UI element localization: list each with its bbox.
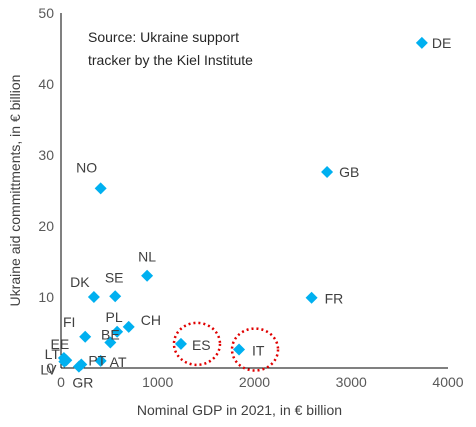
point-de — [415, 36, 428, 49]
highlight-circles — [172, 321, 280, 372]
point-lv — [58, 355, 71, 368]
point-be — [104, 336, 117, 349]
source-note-line-1: Source: Ukraine support — [88, 29, 239, 45]
y-tick-label: 10 — [38, 289, 54, 305]
x-tick-labels: 0 1000 2000 3000 4000 — [57, 374, 464, 390]
point-ch — [122, 320, 135, 333]
y-tick-label: 0 — [46, 360, 54, 376]
point-fr — [305, 291, 318, 304]
point-label-se: SE — [105, 269, 124, 285]
point-no — [94, 182, 107, 195]
x-tick-label: 2000 — [239, 374, 270, 390]
point-label-pl: PL — [106, 309, 123, 325]
point-label-ch: CH — [141, 312, 161, 328]
point-label-fr: FR — [325, 291, 344, 307]
source-note: Source: Ukraine support tracker by the K… — [88, 29, 253, 68]
point-label-fi: FI — [63, 314, 75, 330]
point-label-it: IT — [252, 343, 265, 359]
x-tick-label: 3000 — [336, 374, 367, 390]
point-gb — [321, 166, 334, 179]
point-pl — [111, 325, 124, 338]
point-label-es: ES — [192, 337, 211, 353]
y-tick-labels: 0 10 20 30 40 50 — [38, 5, 54, 376]
point-label-no: NO — [76, 159, 97, 175]
point-label-gb: GB — [339, 164, 359, 180]
point-label-be: BE — [101, 326, 120, 342]
point-fi — [79, 330, 92, 343]
y-axis-title: Ukraine aid committments, in € billion — [7, 75, 23, 307]
x-tick-label: 1000 — [142, 374, 173, 390]
y-tick-label: 30 — [38, 147, 54, 163]
point-nl — [141, 269, 154, 282]
point-gr — [72, 360, 85, 373]
y-tick-label: 50 — [38, 5, 54, 21]
data-points — [57, 36, 428, 373]
x-tick-label: 4000 — [432, 374, 463, 390]
x-axis-title: Nominal GDP in 2021, in € billion — [137, 402, 342, 418]
point-it — [233, 343, 246, 356]
point-label-de: DE — [432, 35, 451, 51]
point-se — [109, 290, 122, 303]
highlight-circle-it — [230, 327, 280, 372]
point-label-lv: LV — [40, 362, 57, 378]
point-label-nl: NL — [138, 249, 156, 265]
highlight-circle-es — [172, 321, 222, 367]
point-at — [94, 354, 107, 367]
point-label-gr: GR — [72, 375, 93, 391]
source-note-line-2: tracker by the Kiel Institute — [88, 52, 253, 68]
point-label-pt: PT — [88, 352, 106, 368]
point-label-at: AT — [110, 354, 127, 370]
point-label-dk: DK — [70, 274, 90, 290]
y-tick-label: 40 — [38, 76, 54, 92]
y-tick-label: 20 — [38, 218, 54, 234]
axes — [60, 13, 448, 369]
point-dk — [87, 291, 100, 303]
point-label-lt: LT — [45, 346, 61, 362]
x-tick-label: 0 — [57, 374, 65, 390]
point-es — [174, 337, 187, 350]
point-label-ee: EE — [51, 336, 70, 352]
